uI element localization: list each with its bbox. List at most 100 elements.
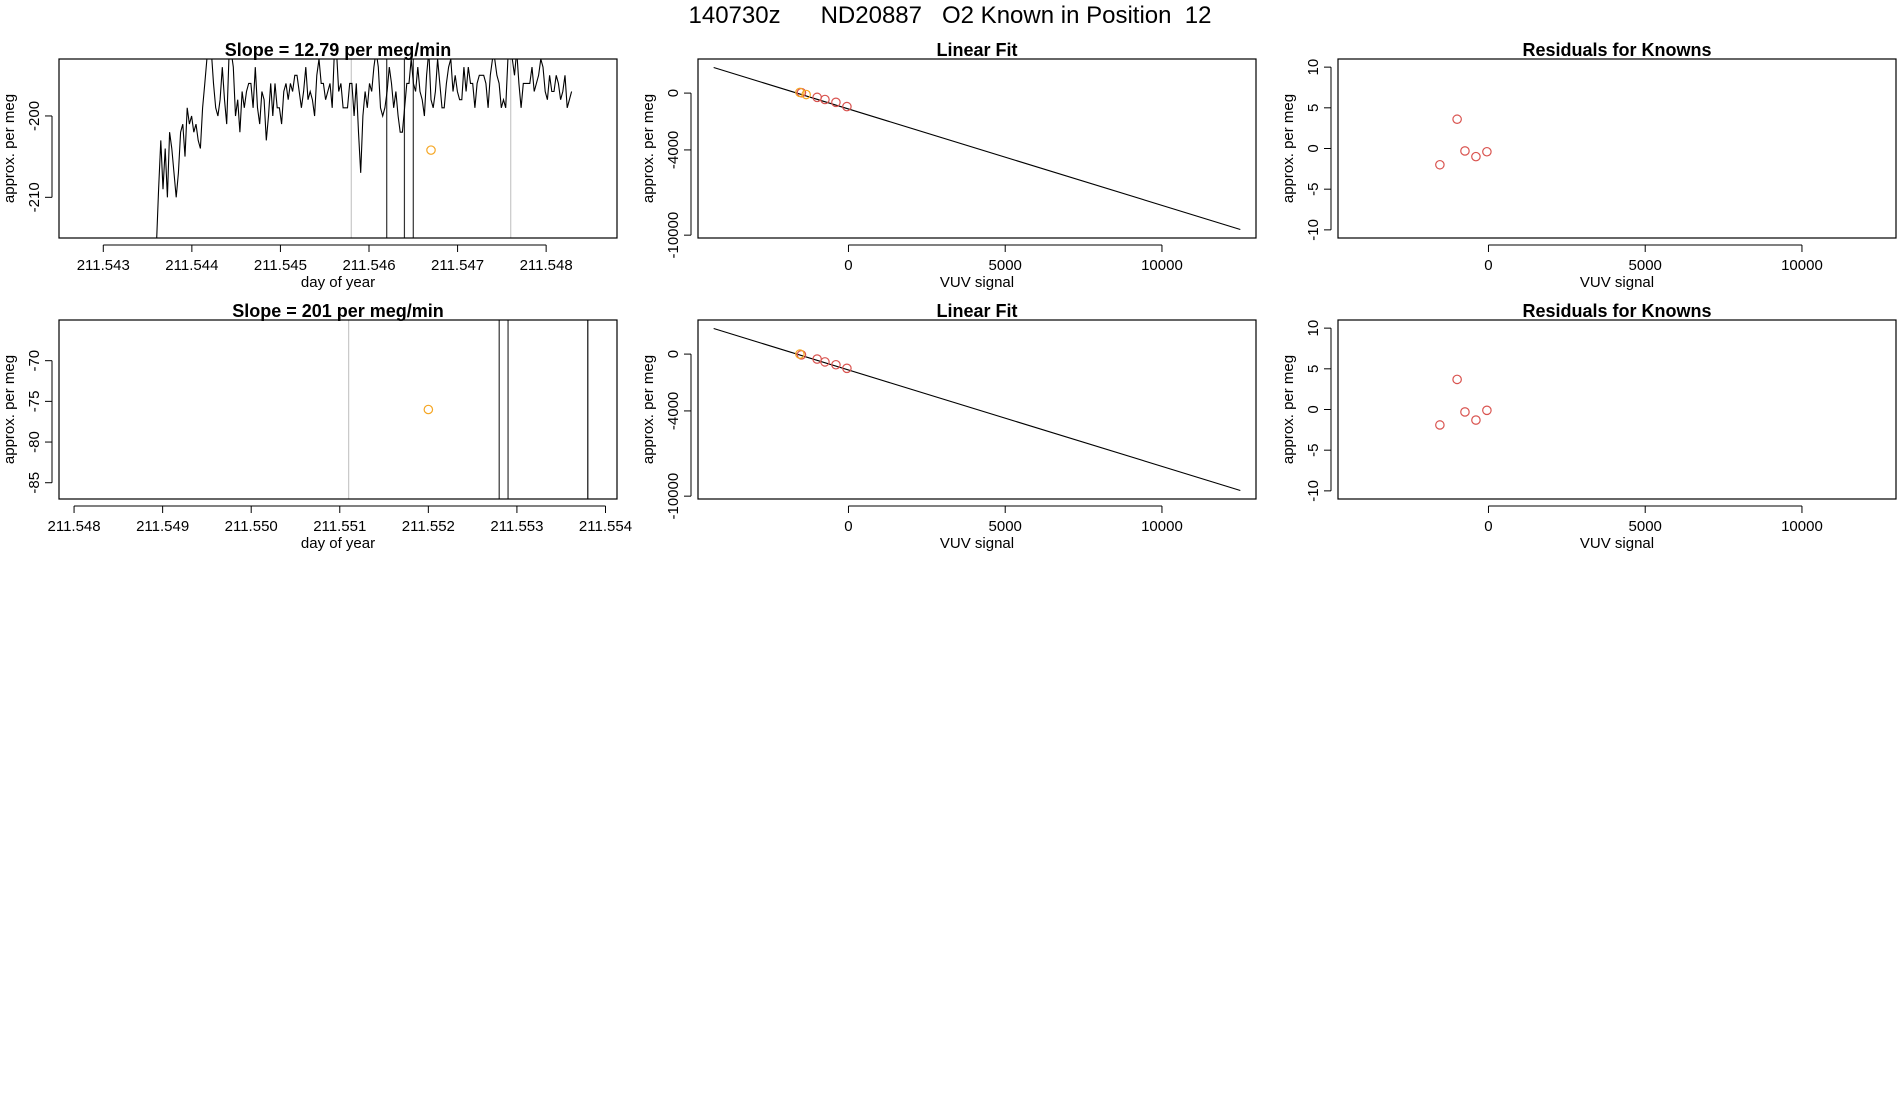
- data-point-red: [820, 357, 830, 367]
- data-point-red: [842, 363, 852, 374]
- y-axis-label: approx. per meg: [640, 355, 657, 464]
- data-point-red: [1452, 374, 1462, 385]
- chart-title: Slope = 201 per meg/min: [232, 301, 444, 321]
- y-axis-label: approx. per meg: [1280, 355, 1297, 464]
- x-tick-label: 0: [844, 257, 852, 274]
- x-axis-label: VUV signal: [940, 274, 1014, 291]
- plot-frame: [1337, 319, 1897, 500]
- y-axis-label: approx. per meg: [1, 94, 18, 203]
- plot-area: [1435, 114, 1492, 170]
- chart-drift-bottom: Slope = 201 per meg/min 211.548 211.549 211…: [1, 301, 632, 552]
- plot-area: [348, 320, 589, 499]
- y-tick-label: 5: [1305, 104, 1322, 112]
- y-axis-label: approx. per meg: [640, 94, 657, 203]
- y-axis-label: approx. per meg: [1, 355, 18, 464]
- plot-frame: [58, 58, 618, 239]
- data-point-red: [1460, 407, 1470, 417]
- y-tick-label: 0: [1305, 144, 1322, 152]
- x-axis-label: day of year: [301, 274, 375, 291]
- x-tick-label: 10000: [1141, 518, 1183, 535]
- plot-frame: [1337, 58, 1897, 239]
- x-tick-label: 5000: [1629, 518, 1662, 535]
- y-tick-label: 0: [665, 89, 682, 97]
- x-tick-label: 0: [1484, 257, 1492, 274]
- data-point-red: [831, 359, 841, 370]
- chart-fit-top: Linear Fit 0 5000 10000 VUV signal 0 -4000 -100…: [640, 40, 1257, 291]
- data-point-orange: [423, 404, 434, 415]
- chart-title: Slope = 12.79 per meg/min: [225, 40, 452, 60]
- data-point-red: [1452, 114, 1462, 125]
- y-tick-label: -4000: [665, 131, 682, 169]
- fit-line: [713, 66, 1241, 231]
- y-tick-label: 10: [1305, 320, 1322, 337]
- y-tick-label: -10: [1305, 219, 1322, 241]
- x-tick-label: 211.547: [431, 257, 484, 274]
- data-point-red: [1460, 146, 1470, 156]
- plot-frame: [58, 319, 618, 500]
- x-axis-label: VUV signal: [1580, 535, 1654, 552]
- data-point-orange: [801, 89, 811, 100]
- chart-resid-bottom: Residuals for Knowns 0 5000 10000 VUV signal…: [1280, 301, 1897, 552]
- data-point-red: [1471, 151, 1481, 162]
- y-tick-label: 10: [1305, 59, 1322, 76]
- x-tick-label: 0: [1484, 518, 1492, 535]
- x-tick-label: 10000: [1781, 257, 1823, 274]
- data-point-red: [812, 92, 822, 103]
- x-tick-label: 211.546: [342, 257, 395, 274]
- x-axis-label: VUV signal: [1580, 274, 1654, 291]
- y-tick-label: -10000: [665, 473, 682, 520]
- x-tick-label: 211.554: [579, 518, 632, 535]
- x-tick-label: 5000: [1629, 257, 1662, 274]
- y-tick-label: -10000: [665, 212, 682, 259]
- x-tick-label: 5000: [989, 518, 1022, 535]
- x-axis-label: VUV signal: [940, 535, 1014, 552]
- chart-title: Residuals for Knowns: [1522, 301, 1711, 321]
- y-tick-label: 0: [1305, 405, 1322, 413]
- data-point-red: [1482, 405, 1492, 416]
- data-point-orange: [795, 349, 805, 359]
- y-axis-label: approx. per meg: [1280, 94, 1297, 203]
- y-tick-label: -210: [26, 182, 43, 212]
- chart-resid-top: Residuals for Knowns 0 5000 10000 VUV signal…: [1280, 40, 1897, 291]
- fit-line: [713, 327, 1241, 492]
- y-tick-label: -75: [26, 391, 43, 413]
- data-point-red: [1471, 415, 1481, 425]
- x-tick-label: 10000: [1141, 257, 1183, 274]
- y-tick-label: -80: [26, 431, 43, 453]
- y-tick-label: -5: [1305, 183, 1322, 196]
- chart-drift-top: Slope = 12.79 per meg/min 211.543 211.544 2…: [1, 40, 618, 291]
- chart-title: Linear Fit: [936, 301, 1017, 321]
- x-tick-label: 211.543: [77, 257, 130, 274]
- data-point-red: [820, 94, 830, 105]
- x-tick-label: 211.545: [254, 257, 307, 274]
- data-point-orange: [426, 145, 436, 155]
- plot-area: [713, 327, 1241, 492]
- chart-title: Residuals for Knowns: [1522, 40, 1711, 60]
- data-point-red: [842, 101, 852, 112]
- y-tick-label: 5: [1305, 365, 1322, 373]
- x-tick-label: 211.550: [225, 518, 278, 535]
- data-point-red: [1482, 146, 1492, 157]
- x-tick-label: 211.549: [136, 518, 189, 535]
- x-tick-label: 211.548: [520, 257, 573, 274]
- y-tick-label: -4000: [665, 392, 682, 430]
- plot-frame: [697, 58, 1257, 239]
- plot-frame: [697, 319, 1257, 500]
- x-tick-label: 211.551: [313, 518, 366, 535]
- data-point-red: [1435, 159, 1445, 170]
- data-point-red: [1435, 420, 1445, 430]
- x-tick-label: 5000: [989, 257, 1022, 274]
- chart-fit-bottom: Linear Fit 0 5000 10000 VUV signal 0 -4000 -100…: [640, 301, 1257, 552]
- x-tick-label: 10000: [1781, 518, 1823, 535]
- x-tick-label: 211.553: [490, 518, 543, 535]
- y-tick-label: -70: [26, 350, 43, 372]
- x-tick-label: 211.552: [402, 518, 455, 535]
- x-tick-label: 211.548: [48, 518, 101, 535]
- y-tick-label: -10: [1305, 480, 1322, 502]
- plot-area: [156, 59, 573, 238]
- plot-area: [1435, 374, 1492, 430]
- plot-area: [713, 66, 1241, 231]
- x-axis-label: day of year: [301, 535, 375, 552]
- data-point-orange: [795, 87, 805, 98]
